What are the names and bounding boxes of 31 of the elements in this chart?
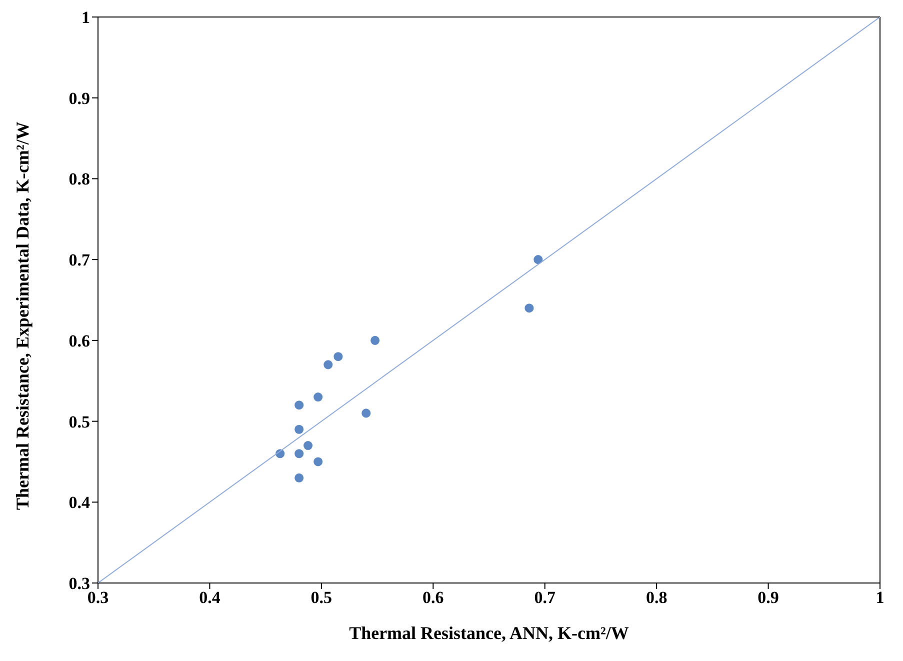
y-tick-label: 0.6: [68, 331, 90, 350]
point: [294, 473, 304, 482]
point: [524, 304, 534, 313]
point: [314, 457, 323, 466]
y-tick-label: 0.8: [68, 170, 90, 189]
x-tick-label: 0.9: [758, 588, 779, 608]
x-tick-label: 0.3: [87, 588, 109, 608]
y-tick-label: 1: [82, 8, 90, 28]
point: [334, 352, 343, 362]
point: [534, 255, 543, 264]
y-tick-label: 0.7: [68, 250, 90, 270]
point: [324, 360, 333, 370]
y-tick-label: 0.4: [68, 493, 90, 512]
y-tick-label: 0.9: [68, 88, 90, 108]
y-axis-title: Thermal Resistance, Experimental Data, K-cm²/W: [12, 122, 32, 510]
y-tick-label: 0.5: [68, 412, 90, 432]
x-tick-label: 0.5: [310, 588, 332, 608]
x-tick-label: 0.4: [199, 588, 221, 608]
point: [362, 408, 371, 418]
point: [294, 400, 304, 410]
y-tick-label: 0.3: [68, 574, 90, 594]
point: [294, 424, 304, 434]
point: [370, 336, 380, 345]
x-axis-title: Thermal Resistance, ANN, K-cm²/W: [349, 623, 629, 643]
x-tick-label: 0.8: [646, 588, 668, 608]
x-tick-label: 1: [876, 588, 884, 608]
x-tick-label: 0.7: [534, 588, 556, 608]
point: [304, 441, 313, 450]
point: [314, 392, 323, 402]
point: [294, 449, 304, 458]
x-tick-label: 0.6: [422, 588, 444, 608]
